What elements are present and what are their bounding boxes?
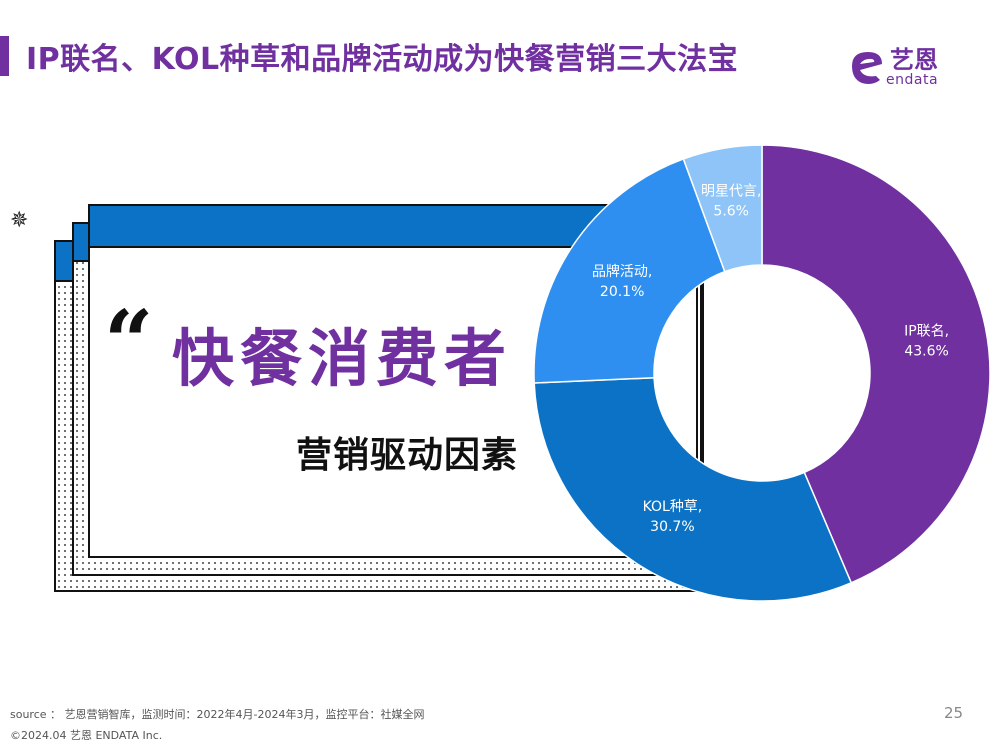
- source-note: source ： 艺恩营销智库，监测时间：2022年4月-2024年3月，监控平…: [10, 708, 425, 721]
- page-number: 25: [944, 704, 964, 722]
- slice-value-1: 30.7%: [650, 519, 694, 535]
- copyright-note: ©2024.04 艺恩 ENDATA Inc.: [10, 729, 163, 742]
- slice-label-0: IP联名,: [904, 323, 949, 339]
- slice-value-3: 5.6%: [713, 204, 749, 220]
- logo-name-cn: 艺恩: [890, 46, 938, 74]
- gear-icon: ✵: [10, 208, 29, 233]
- endata-logo: 艺恩 endata: [846, 40, 976, 90]
- slice-label-2: 品牌活动,: [592, 263, 652, 280]
- donut-slice-2: [533, 158, 726, 384]
- panel-headline: 快餐消费者: [172, 322, 513, 395]
- page-title: IP联名、KOL种草和品牌活动成为快餐营销三大法宝: [26, 42, 739, 77]
- donut-slice-0: [761, 144, 991, 584]
- quote-mark: “: [104, 292, 154, 393]
- donut-slice-1: [533, 376, 853, 602]
- title-accent-bar: [0, 36, 9, 76]
- slice-label-1: KOL种草,: [643, 499, 703, 515]
- slice-label-3: 明星代言,: [701, 184, 761, 200]
- donut-slice-3: [682, 144, 763, 273]
- panel-subheadline: 营销驱动因素: [296, 435, 519, 476]
- slice-value-2: 20.1%: [600, 284, 644, 300]
- slice-value-0: 43.6%: [904, 343, 948, 359]
- endata-logo-mark-icon: [852, 52, 882, 84]
- logo-name-en: endata: [886, 72, 939, 88]
